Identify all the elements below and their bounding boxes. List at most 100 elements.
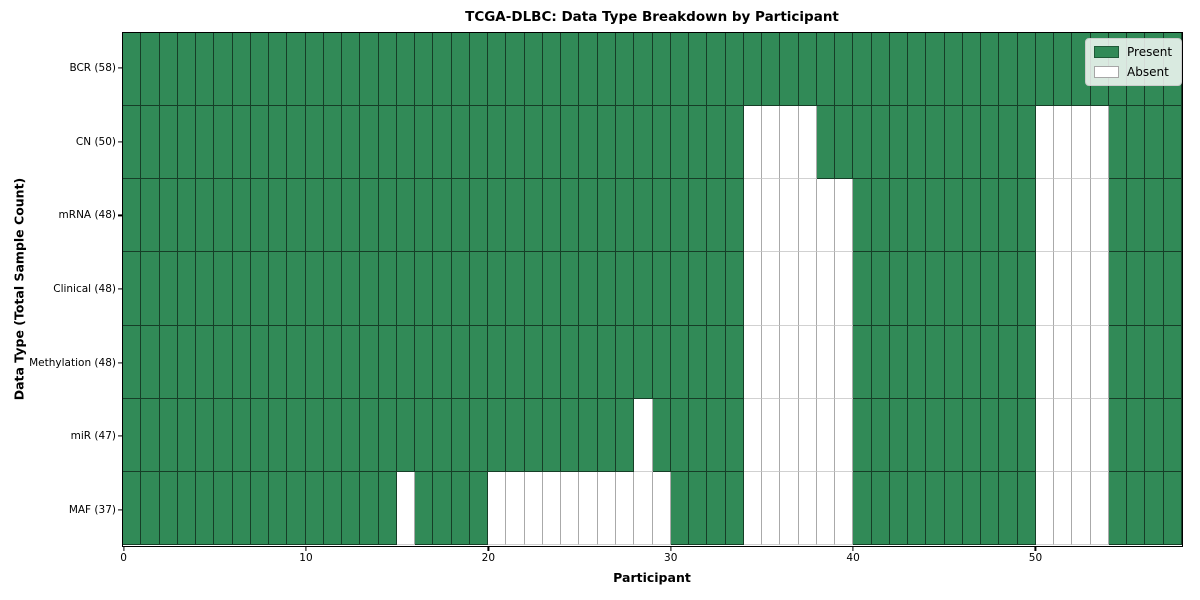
heatmap-cell-Methylation-56 bbox=[1145, 325, 1164, 399]
x-tick-mark bbox=[487, 546, 489, 551]
heatmap-cell-MAF-49 bbox=[1017, 472, 1036, 546]
heatmap-cell-miR-31 bbox=[689, 398, 708, 473]
heatmap-cell-Methylation-11 bbox=[323, 325, 343, 399]
heatmap-cell-Methylation-23 bbox=[542, 325, 562, 399]
heatmap-cell-mRNA-49 bbox=[1017, 179, 1036, 253]
heatmap-cell-BCR-47 bbox=[981, 32, 1000, 106]
heatmap-cell-BCR-24 bbox=[561, 32, 580, 106]
heatmap-cell-Clinical-28 bbox=[634, 252, 653, 326]
heatmap-cell-MAF-5 bbox=[214, 472, 233, 546]
heatmap-cell-mRNA-13 bbox=[360, 179, 379, 253]
heatmap-cell-BCR-19 bbox=[469, 32, 489, 106]
heatmap-cell-BCR-15 bbox=[396, 32, 416, 106]
heatmap-cell-MAF-4 bbox=[196, 472, 215, 546]
heatmap-cell-Clinical-21 bbox=[506, 252, 525, 326]
heatmap-cell-BCR-30 bbox=[670, 32, 690, 106]
heatmap-cell-BCR-18 bbox=[451, 32, 470, 106]
heatmap-cell-Methylation-24 bbox=[561, 325, 580, 399]
heatmap-cell-Methylation-1 bbox=[141, 325, 160, 399]
heatmap-cell-MAF-24 bbox=[561, 472, 580, 546]
legend-swatch-absent bbox=[1094, 66, 1119, 78]
heatmap-cell-Methylation-40 bbox=[853, 325, 872, 399]
heatmap-grid bbox=[123, 32, 1182, 546]
heatmap-cell-mRNA-42 bbox=[889, 179, 909, 253]
heatmap-cell-Methylation-13 bbox=[360, 325, 379, 399]
heatmap-cell-CN-29 bbox=[652, 105, 671, 180]
heatmap-cell-mRNA-20 bbox=[488, 179, 507, 253]
legend-swatch-present bbox=[1094, 46, 1119, 58]
heatmap-cell-miR-39 bbox=[835, 398, 854, 473]
heatmap-cell-Clinical-51 bbox=[1054, 252, 1073, 326]
heatmap-cell-Methylation-54 bbox=[1108, 325, 1128, 399]
heatmap-cell-mRNA-45 bbox=[944, 179, 963, 253]
heatmap-cell-miR-52 bbox=[1072, 398, 1091, 473]
heatmap-cell-BCR-43 bbox=[908, 32, 927, 106]
heatmap-cell-mRNA-37 bbox=[798, 179, 817, 253]
heatmap-cell-CN-32 bbox=[707, 105, 726, 180]
heatmap-cell-Clinical-35 bbox=[762, 252, 781, 326]
heatmap-cell-Methylation-36 bbox=[780, 325, 799, 399]
heatmap-cell-MAF-29 bbox=[652, 472, 671, 546]
heatmap-cell-BCR-39 bbox=[835, 32, 854, 106]
heatmap-cell-Clinical-11 bbox=[323, 252, 343, 326]
heatmap-cell-miR-6 bbox=[232, 398, 251, 473]
heatmap-cell-CN-12 bbox=[342, 105, 361, 180]
heatmap-cell-BCR-2 bbox=[159, 32, 178, 106]
heatmap-cell-Clinical-46 bbox=[962, 252, 982, 326]
heatmap-cell-MAF-34 bbox=[743, 472, 763, 546]
y-axis-tick-labels: BCR (58) CN (50) mRNA (48) Clinical (48) Met… bbox=[0, 32, 116, 547]
heatmap-cell-Methylation-18 bbox=[451, 325, 470, 399]
heatmap-cell-Clinical-1 bbox=[141, 252, 160, 326]
heatmap-cell-Clinical-50 bbox=[1035, 252, 1055, 326]
heatmap-cell-mRNA-7 bbox=[250, 179, 270, 253]
heatmap-cell-miR-34 bbox=[743, 398, 763, 473]
heatmap-cell-mRNA-31 bbox=[689, 179, 708, 253]
heatmap-cell-CN-38 bbox=[816, 105, 836, 180]
heatmap-cell-MAF-1 bbox=[141, 472, 160, 546]
heatmap-cell-miR-5 bbox=[214, 398, 233, 473]
heatmap-cell-miR-0 bbox=[123, 398, 142, 473]
heatmap-cell-miR-42 bbox=[889, 398, 909, 473]
heatmap-cell-mRNA-34 bbox=[743, 179, 763, 253]
heatmap-cell-Clinical-4 bbox=[196, 252, 215, 326]
heatmap-cell-mRNA-43 bbox=[908, 179, 927, 253]
heatmap-cell-Clinical-6 bbox=[232, 252, 251, 326]
heatmap-cell-Clinical-12 bbox=[342, 252, 361, 326]
x-tick-mark bbox=[852, 546, 854, 551]
y-tick-label-mRNA: mRNA (48) bbox=[58, 209, 116, 222]
heatmap-cell-mRNA-57 bbox=[1163, 179, 1182, 253]
heatmap-cell-mRNA-16 bbox=[415, 179, 434, 253]
heatmap-cell-miR-55 bbox=[1127, 398, 1146, 473]
heatmap-cell-Clinical-25 bbox=[579, 252, 598, 326]
heatmap-cell-miR-48 bbox=[999, 398, 1018, 473]
heatmap-cell-CN-20 bbox=[488, 105, 507, 180]
x-tick-mark bbox=[670, 546, 672, 551]
heatmap-cell-CN-1 bbox=[141, 105, 160, 180]
heatmap-cell-miR-33 bbox=[725, 398, 744, 473]
heatmap-cell-MAF-6 bbox=[232, 472, 251, 546]
heatmap-cell-CN-23 bbox=[542, 105, 562, 180]
heatmap-cell-miR-8 bbox=[269, 398, 288, 473]
heatmap-cell-BCR-36 bbox=[780, 32, 799, 106]
heatmap-cell-BCR-48 bbox=[999, 32, 1018, 106]
heatmap-cell-miR-15 bbox=[396, 398, 416, 473]
heatmap-cell-mRNA-12 bbox=[342, 179, 361, 253]
heatmap-cell-Clinical-13 bbox=[360, 252, 379, 326]
heatmap-cell-BCR-35 bbox=[762, 32, 781, 106]
heatmap-cell-Clinical-57 bbox=[1163, 252, 1182, 326]
heatmap-cell-Clinical-43 bbox=[908, 252, 927, 326]
heatmap-cell-mRNA-8 bbox=[269, 179, 288, 253]
y-tick-label-BCR: BCR (58) bbox=[69, 62, 116, 75]
heatmap-cell-Clinical-5 bbox=[214, 252, 233, 326]
heatmap-cell-Methylation-14 bbox=[378, 325, 397, 399]
heatmap-cell-BCR-41 bbox=[871, 32, 890, 106]
heatmap-cell-Methylation-47 bbox=[981, 325, 1000, 399]
heatmap-cell-CN-11 bbox=[323, 105, 343, 180]
heatmap-cell-mRNA-41 bbox=[871, 179, 890, 253]
legend-entry-present: Present bbox=[1094, 45, 1172, 59]
heatmap-cell-BCR-5 bbox=[214, 32, 233, 106]
heatmap-cell-Methylation-20 bbox=[488, 325, 507, 399]
heatmap-cell-CN-54 bbox=[1108, 105, 1128, 180]
heatmap-cell-mRNA-27 bbox=[615, 179, 635, 253]
heatmap-cell-MAF-27 bbox=[615, 472, 635, 546]
